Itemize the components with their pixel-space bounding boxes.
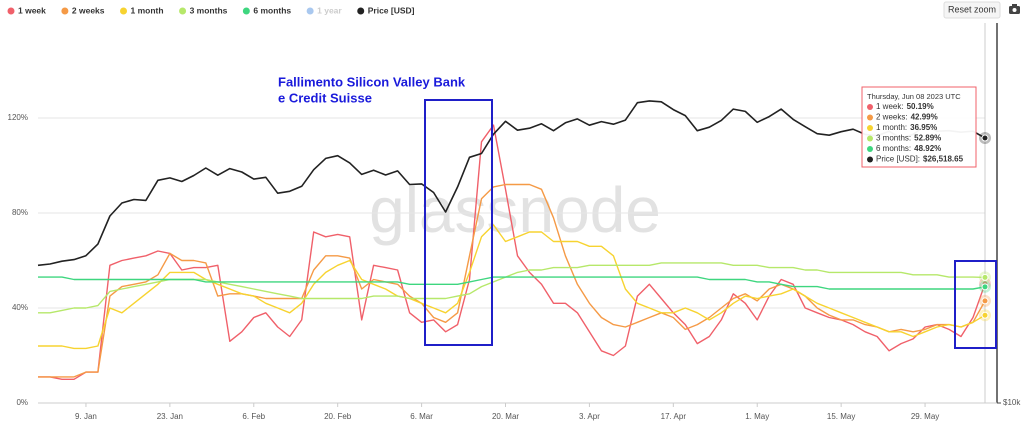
legend-label[interactable]: 1 week (18, 5, 46, 15)
x-tick-label: 15. May (827, 412, 855, 421)
camera-top[interactable] (1012, 4, 1017, 7)
plot: 0% 40% 80% 120% $10k 9. Jan 23. Jan 6. Feb 20. F… (8, 23, 1021, 421)
tooltip-marker (867, 135, 873, 142)
tooltip-marker (867, 104, 873, 110)
x-tick-label: 29. May (911, 412, 939, 421)
legend: 1 week 2 weeks 1 month 3 months 6 months 1 ye… (7, 5, 415, 15)
legend-marker (179, 7, 187, 15)
highlight-box (424, 99, 493, 346)
hover-point (981, 297, 989, 305)
tooltip-label: 1 week: (876, 102, 904, 111)
legend-marker (242, 7, 250, 15)
tooltip-box (861, 86, 977, 168)
legend-label[interactable]: 1 month (131, 5, 164, 15)
tooltip-label: Price [USD]: (876, 155, 920, 164)
x-tick-label: 1. May (745, 412, 769, 421)
x-tick-label: 3. Apr (579, 412, 600, 421)
watermark: glassnode (369, 174, 661, 246)
y-tick-label: 0% (16, 398, 28, 407)
tooltip-marker (867, 125, 873, 131)
y-tick-label: 40% (12, 303, 28, 312)
tooltip-marker (867, 146, 873, 152)
x-tick-label: 17. Apr (661, 412, 687, 421)
series-line (38, 183, 986, 378)
tooltip-value: 50.19% (907, 102, 934, 111)
tooltip-value: 52.89% (914, 134, 941, 143)
tooltip-title: Thursday, Jun 08 2023 UTC (867, 92, 961, 101)
camera-icon[interactable] (1009, 4, 1020, 14)
x-tick-label: 6. Mar (410, 412, 433, 421)
x-tick-label: 20. Mar (492, 412, 519, 421)
legend-marker (61, 7, 69, 15)
legend-label[interactable]: 3 months (190, 5, 228, 15)
tooltip-marker (867, 114, 873, 121)
x-tick-label: 20. Feb (324, 412, 352, 421)
tooltip-value: 48.92% (914, 144, 941, 153)
series-line (37, 100, 986, 267)
legend-marker (306, 7, 314, 15)
tooltip-marker (867, 156, 873, 163)
hover-point (981, 273, 989, 281)
legend-marker (120, 7, 128, 15)
legend-label[interactable]: 1 year (317, 5, 342, 15)
legend-label[interactable]: Price [USD] (368, 5, 415, 15)
annotation: e Credit Suisse (278, 90, 372, 105)
hover-point (981, 283, 989, 291)
legend-label[interactable]: 2 weeks (72, 5, 105, 15)
x-tick-label: 9. Jan (75, 412, 97, 421)
y-tick-label: 120% (8, 113, 28, 122)
y-tick-label: 80% (12, 208, 28, 217)
tooltip-value: 42.99% (911, 113, 938, 122)
tooltip-label: 1 month: (876, 123, 907, 132)
legend-marker (7, 7, 15, 15)
tooltip-value: $26,518.65 (923, 155, 964, 164)
series-line (38, 276, 986, 290)
legend-label[interactable]: 6 months (253, 5, 291, 15)
tooltip-label: 6 months: (876, 144, 911, 153)
series-line (38, 224, 986, 350)
y2-tick-label: $10k (1003, 398, 1021, 407)
legend-marker (357, 7, 365, 15)
tooltip-value: 36.95% (910, 123, 937, 132)
reset-zoom-label[interactable]: Reset zoom (948, 4, 996, 14)
reset-zoom[interactable]: Reset zoom (943, 1, 1001, 19)
annotation: Fallimento Silicon Valley Bank (278, 74, 466, 89)
hover-point (981, 134, 989, 142)
highlight-box (954, 260, 997, 349)
x-tick-label: 23. Jan (157, 412, 183, 421)
tooltip: Thursday, Jun 08 2023 UTC 1 week: 50.19% 2… (861, 86, 977, 168)
series-line (38, 124, 986, 380)
camera-lens[interactable] (1012, 8, 1017, 12)
x-tick-label: 6. Feb (242, 412, 265, 421)
tooltip-label: 3 months: (876, 134, 911, 143)
hover-point (981, 311, 989, 319)
tooltip-label: 2 weeks: (876, 113, 908, 122)
reset-zoom-box[interactable] (943, 1, 1001, 19)
